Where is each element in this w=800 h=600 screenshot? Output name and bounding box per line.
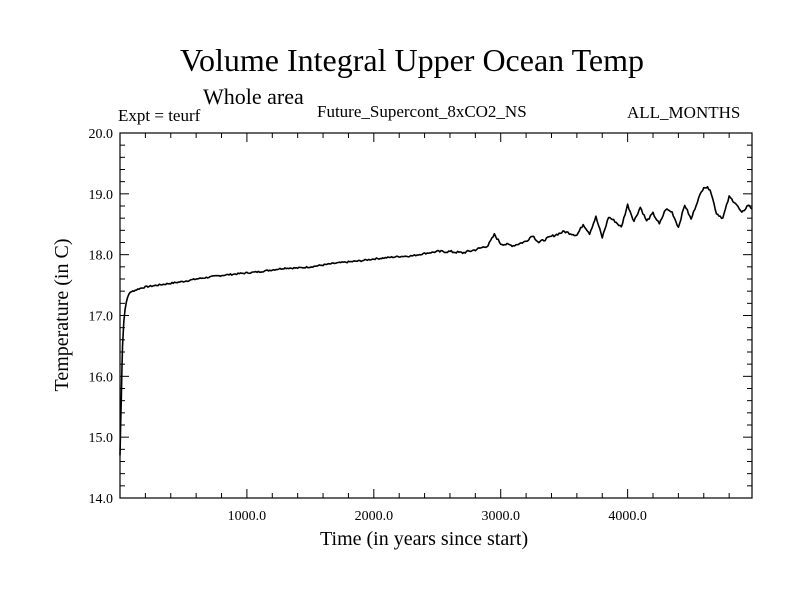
x-tick-label: 3000.0 — [481, 509, 520, 524]
y-tick-label: 17.0 — [89, 310, 114, 325]
x-axis-label: Time (in years since start) — [320, 528, 529, 550]
axis-ticks: 14.0 15.0 16.0 17.0 18.0 19.0 20.0 1000.0 2000.0… — [89, 127, 752, 524]
x-tick-label: 2000.0 — [355, 509, 394, 524]
months-label: ALL_MONTHS — [627, 103, 741, 122]
x-tick-label: 4000.0 — [608, 509, 647, 524]
y-tick-label: 18.0 — [89, 249, 114, 264]
y-tick-label: 19.0 — [89, 188, 114, 203]
y-axis-label: Temperature (in C) — [51, 238, 73, 392]
y-tick-label: 20.0 — [89, 127, 114, 142]
plot-frame — [119, 132, 753, 499]
y-tick-label: 15.0 — [89, 431, 114, 446]
y-tick-label: 14.0 — [89, 492, 114, 507]
x-tick-label: 1000.0 — [228, 509, 267, 524]
chart-subtitle: Whole area — [203, 84, 304, 109]
series-line-temperature — [119, 185, 753, 456]
chart-title: Volume Integral Upper Ocean Temp — [180, 42, 644, 78]
y-tick-label: 16.0 — [89, 370, 114, 385]
run-name-label: Future_Supercont_8xCO2_NS — [317, 102, 527, 121]
experiment-label: Expt = teurf — [118, 106, 201, 125]
